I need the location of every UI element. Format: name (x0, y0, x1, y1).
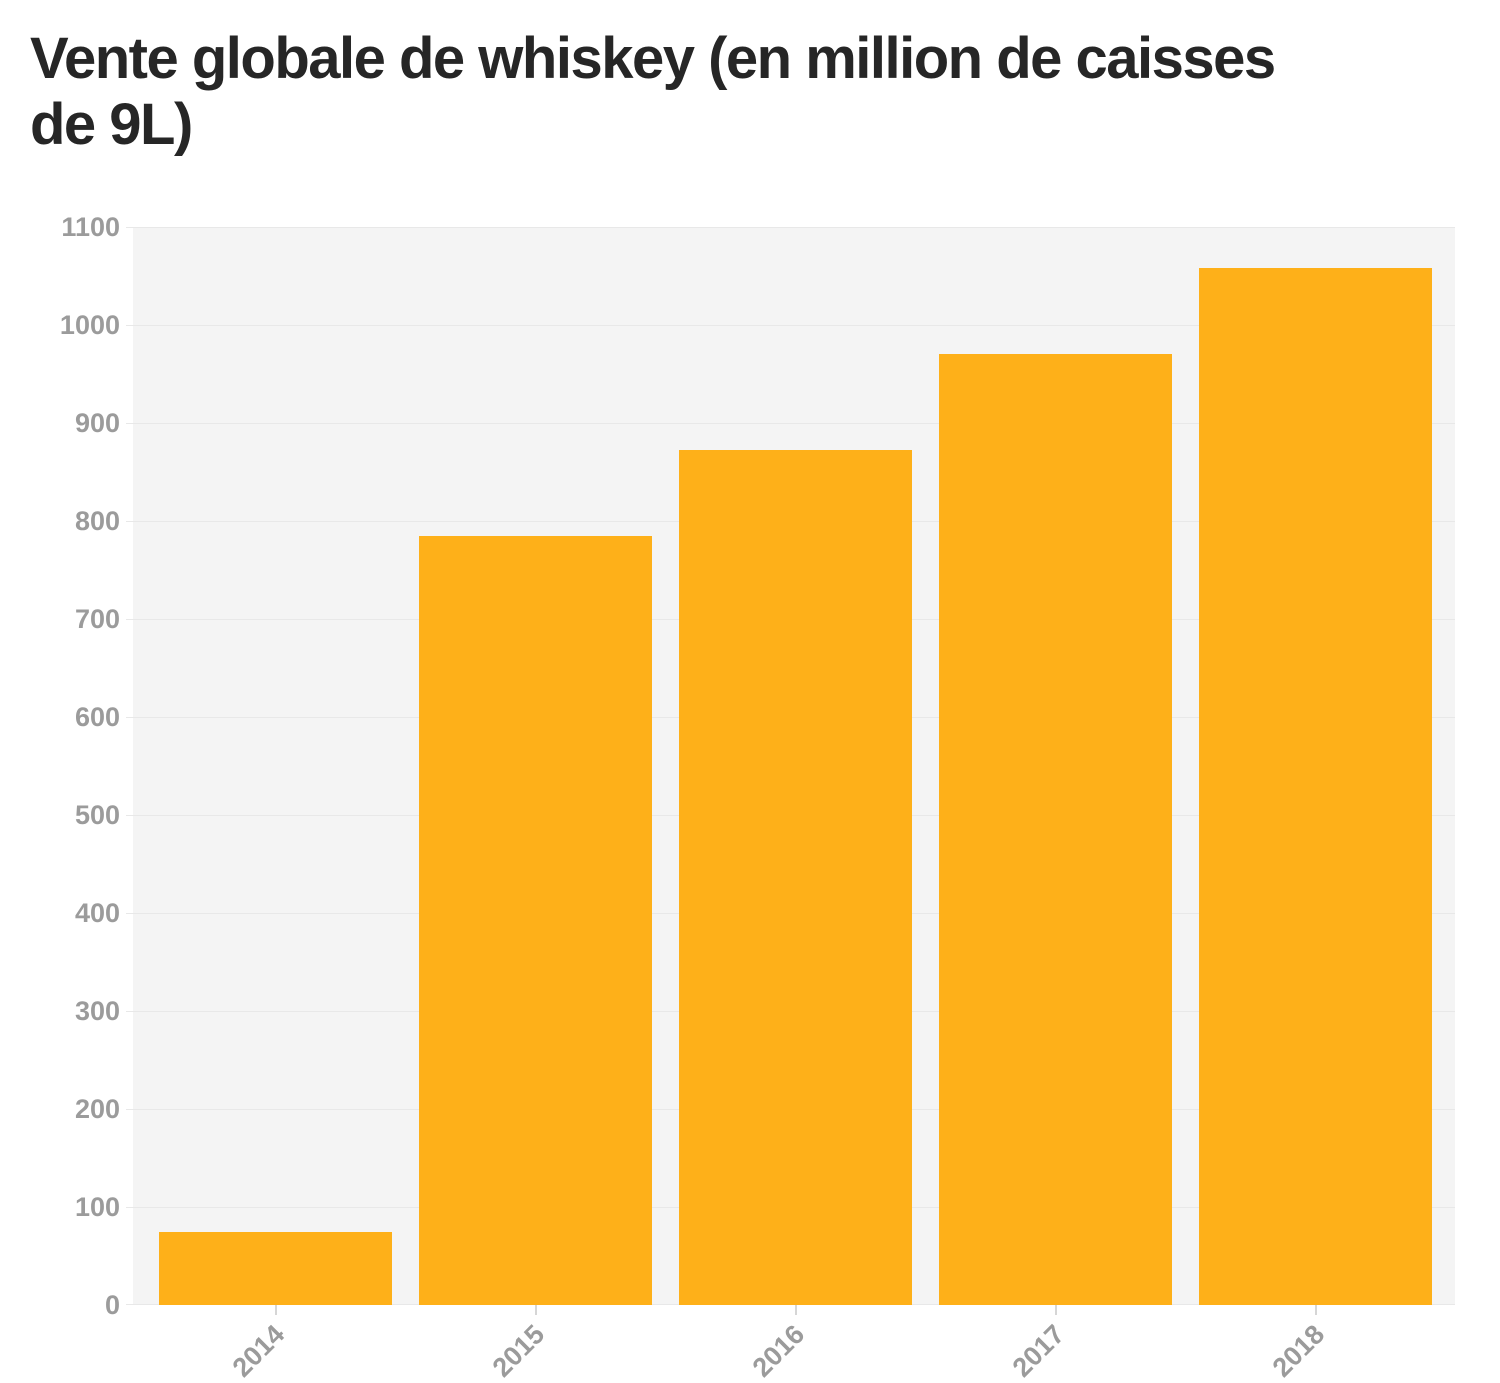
chart-title: Vente globale de whiskey (en million de … (0, 0, 1500, 158)
x-axis-label-2018: 2018 (1267, 1319, 1331, 1383)
y-axis-tick-label-300: 300 (74, 996, 120, 1026)
x-axis-label-2015: 2015 (487, 1319, 551, 1383)
gridline-1100 (126, 227, 1455, 228)
chart-title-line-1: Vente globale de whiskey (en million de … (30, 26, 1276, 91)
bar-2017 (939, 354, 1172, 1305)
x-axis-tick-2015 (534, 1305, 537, 1315)
y-axis-tick-label-0: 0 (104, 1290, 120, 1320)
plot-area: 0 100 200 300 400 500 600 700 800 900 1000 1100 201… (60, 213, 1455, 1383)
bar-2015 (419, 536, 652, 1305)
x-axis-label-2014: 2014 (227, 1319, 291, 1383)
bar-2018 (1199, 268, 1432, 1305)
x-axis-tick-2014 (274, 1305, 277, 1315)
bar-2014 (159, 1232, 392, 1305)
y-axis-tick-label-200: 200 (74, 1094, 120, 1124)
bar-2016 (679, 450, 912, 1305)
y-axis-tick-label-500: 500 (74, 800, 120, 830)
gridline-1000 (126, 325, 1455, 326)
y-axis-tick-label-400: 400 (74, 898, 120, 928)
x-axis-tick-2018 (1314, 1305, 1317, 1315)
y-axis-tick-label-100: 100 (74, 1192, 120, 1222)
y-axis-tick-label-900: 900 (74, 408, 120, 438)
y-axis-tick-label-1000: 1000 (59, 310, 120, 340)
y-axis-tick-label-600: 600 (74, 702, 120, 732)
chart-title-line-2: de 9L) (30, 92, 193, 157)
x-axis-tick-2017 (1054, 1305, 1057, 1315)
gridline-900 (126, 423, 1455, 424)
x-axis-label-2017: 2017 (1007, 1319, 1071, 1383)
y-axis-tick-label-800: 800 (74, 506, 120, 536)
x-axis-label-2016: 2016 (747, 1319, 811, 1383)
y-axis-tick-label-1100: 1100 (61, 212, 120, 242)
x-axis-tick-2016 (794, 1305, 797, 1315)
y-axis-tick-label-700: 700 (74, 604, 120, 634)
